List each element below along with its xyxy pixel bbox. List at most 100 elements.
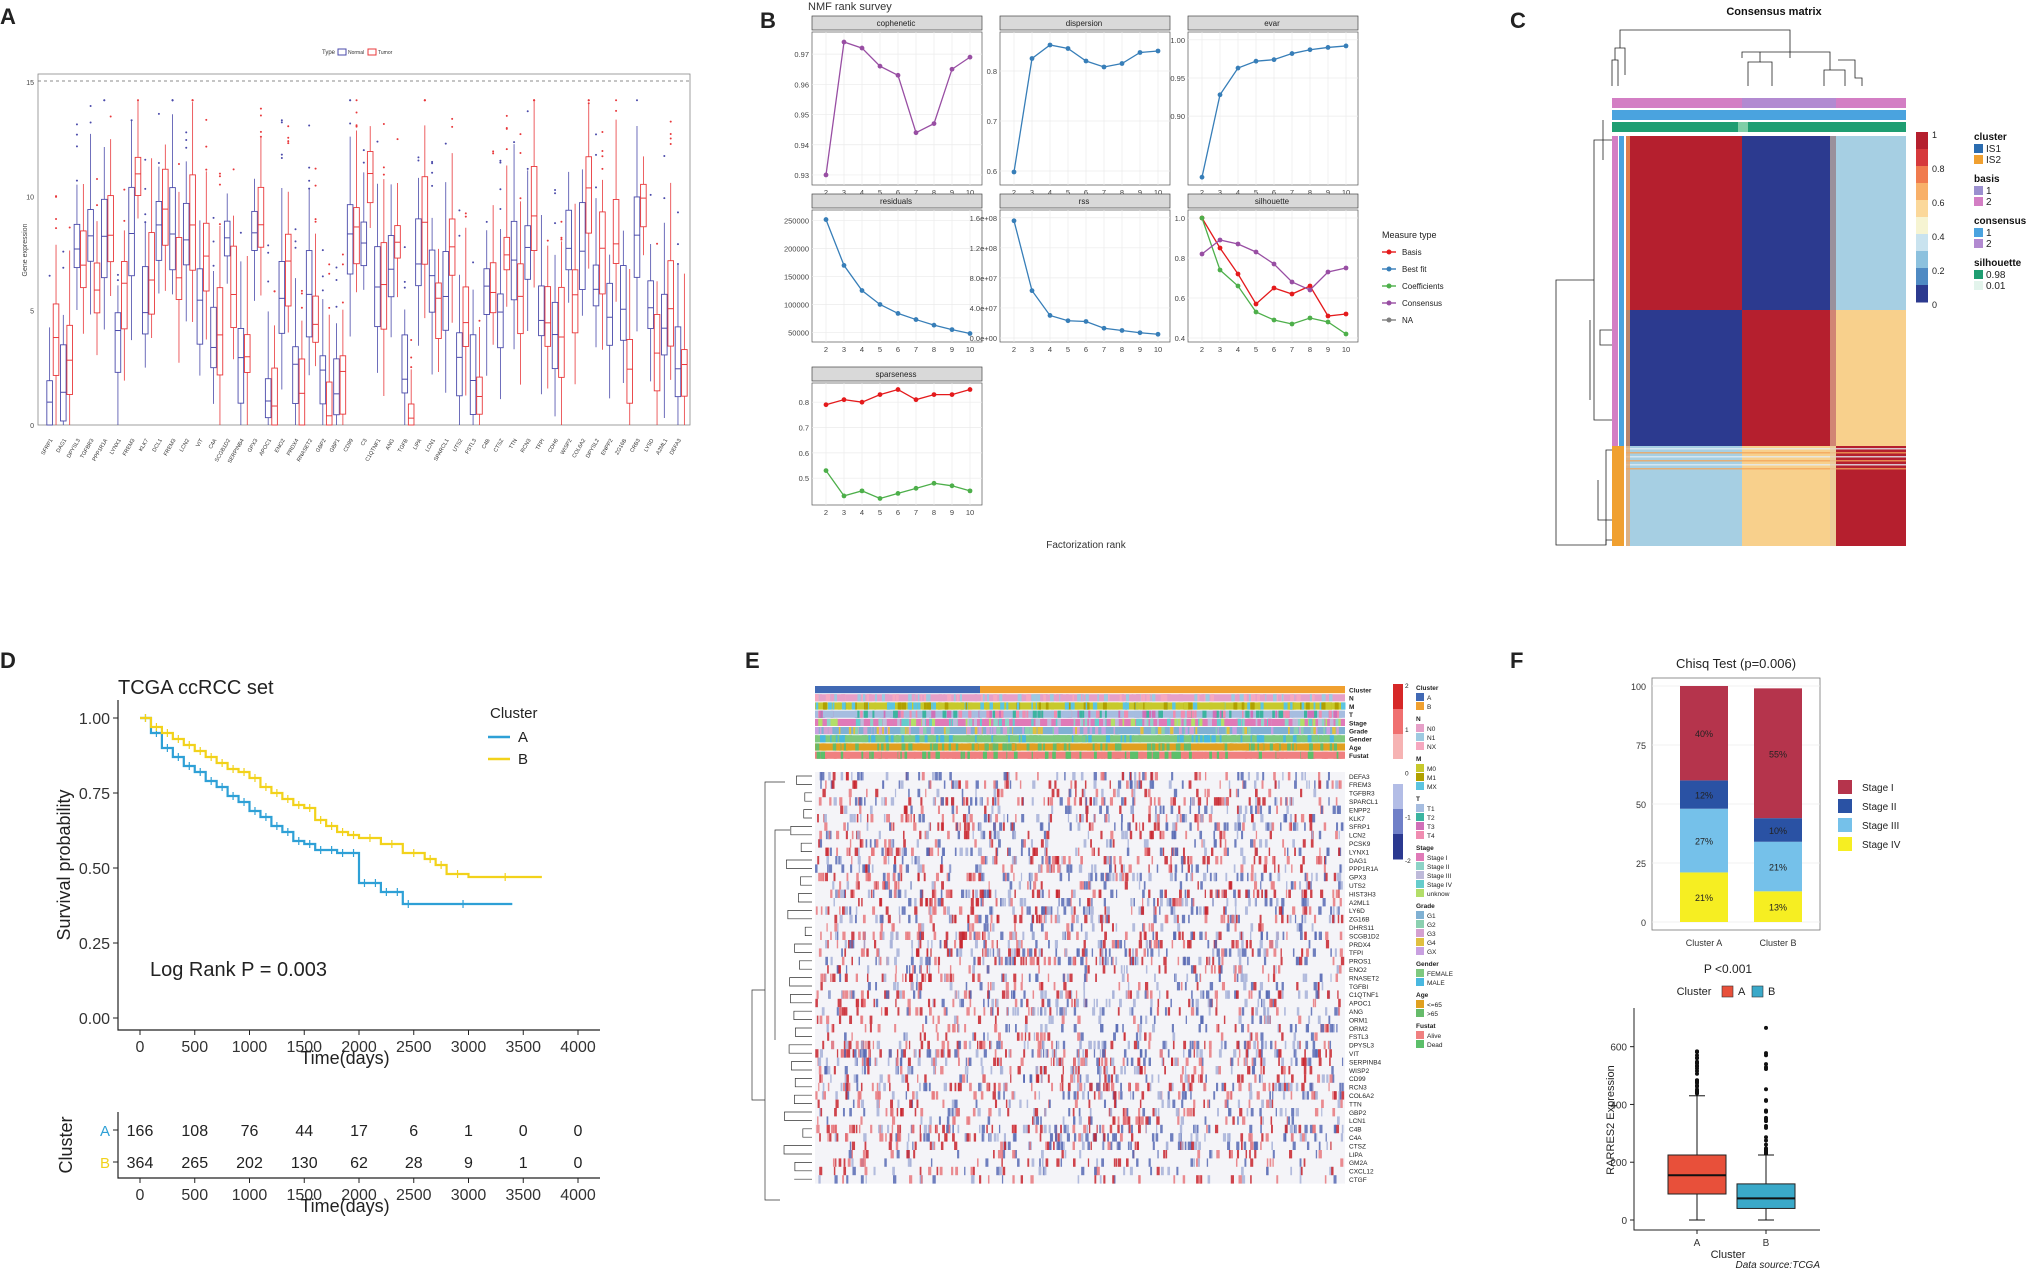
heatmap-cell (967, 822, 970, 831)
heatmap-cell (1187, 864, 1190, 873)
heatmap-cell (987, 948, 990, 957)
annotation-cell (1229, 710, 1232, 718)
heatmap-cell (1005, 780, 1009, 789)
heatmap-cell (907, 1057, 911, 1066)
heatmap-cell (1154, 772, 1159, 781)
heatmap-cell (1115, 1024, 1118, 1033)
heatmap-cell (1145, 839, 1149, 848)
heatmap-cell (1267, 1007, 1270, 1016)
heatmap-cell (1093, 847, 1095, 856)
outlier (328, 272, 331, 275)
heatmap-cell (1072, 956, 1076, 966)
heatmap-cell (905, 772, 909, 781)
annotation-cell (830, 710, 834, 718)
annotation-cell (1202, 710, 1207, 718)
heatmap-cell (1124, 940, 1126, 949)
heatmap-cell (1258, 1049, 1262, 1058)
heatmap-cell (1283, 1074, 1286, 1083)
heatmap-cell (1018, 881, 1022, 890)
annotation-cell (930, 727, 935, 735)
heatmap-cell (846, 872, 849, 882)
box (647, 280, 654, 330)
heatmap-cell (1253, 881, 1258, 890)
outlier (341, 253, 344, 256)
heatmap-cell (1004, 956, 1009, 966)
heatmap-cell (964, 1066, 967, 1075)
heatmap-cell (1211, 847, 1214, 856)
heatmap-cell (1273, 889, 1277, 898)
heatmap-cell (1233, 889, 1236, 898)
heatmap-cell (1008, 898, 1011, 907)
heatmap-cell (827, 965, 829, 974)
annotation-cell (1108, 702, 1112, 710)
box (284, 233, 292, 307)
annotation-cell (855, 743, 859, 751)
heatmap-cell (1278, 906, 1283, 915)
panel-letter-c: C (1510, 8, 1526, 33)
heatmap-cell (1212, 948, 1215, 957)
heatmap-cell (1261, 780, 1264, 789)
heatmap-cell (1214, 990, 1218, 999)
heatmap-cell (1149, 780, 1153, 789)
outlier (314, 220, 317, 223)
outlier (533, 99, 536, 102)
heatmap-cell (1326, 1074, 1329, 1083)
box (339, 355, 347, 415)
heatmap-cell (1274, 797, 1276, 806)
x-tick-label: 8 (1308, 345, 1312, 354)
annotation-cell (912, 702, 918, 710)
heatmap-cell (1212, 956, 1215, 966)
heatmap-cell (958, 1082, 962, 1092)
heatmap-cell (1052, 864, 1055, 873)
heatmap-cell (952, 973, 955, 982)
heatmap-cell (1274, 864, 1276, 873)
heatmap-cell (1150, 956, 1153, 966)
outlier (444, 142, 447, 145)
heatmap-cell (875, 914, 878, 924)
annotation-cell (862, 694, 866, 702)
heatmap-cell (919, 1032, 922, 1041)
heatmap-cell (943, 906, 947, 915)
heatmap-cell (851, 940, 853, 949)
heatmap-cell (1199, 1049, 1203, 1058)
heatmap-cell (1164, 1040, 1168, 1050)
x-tick-label: 7 (1290, 188, 1294, 197)
heatmap-cell (954, 1049, 958, 1058)
annotation-cell (1115, 743, 1120, 751)
heatmap-cell (976, 1040, 979, 1050)
km-y-axis-label: Survival probability (54, 789, 74, 940)
heatmap-cell (1297, 990, 1301, 999)
heatmap-cell (1011, 856, 1015, 865)
heatmap-cell (895, 998, 897, 1008)
heatmap-cell (1234, 923, 1237, 932)
outlier (308, 179, 311, 182)
gene-tick-label: DEFA3 (669, 438, 683, 456)
annotation-cell (992, 710, 996, 718)
heatmap-cell (1115, 923, 1118, 932)
annotation-cell (1331, 727, 1336, 735)
heatmap-cell (1010, 990, 1013, 999)
heatmap-cell (1117, 1007, 1120, 1016)
annotation-cell (851, 702, 856, 710)
x-tick-label: 9 (1138, 345, 1142, 354)
heatmap-cell (875, 839, 879, 848)
gene-tick-label: DPYSL2 (585, 438, 601, 459)
series-point-basis (895, 387, 901, 392)
annotation-cell (1183, 702, 1189, 710)
heatmap-cell (1157, 898, 1159, 907)
heatmap-cell (1065, 898, 1068, 907)
annotation-cell (838, 727, 841, 735)
heatmap-cell (1129, 956, 1131, 966)
annotation-cell (1262, 743, 1267, 751)
annotation-cell (1162, 694, 1168, 702)
x-tick-label: 8 (932, 508, 936, 517)
heatmap-cell (1055, 948, 1058, 957)
series-point-bestfit (1325, 45, 1331, 50)
annotation-cell (1324, 735, 1328, 743)
heatmap-cell (872, 931, 875, 940)
annotation-cell (1066, 751, 1072, 759)
heatmap-cell (1032, 990, 1035, 999)
heatmap-cell (1040, 881, 1043, 890)
annotation-cell (1041, 710, 1044, 718)
